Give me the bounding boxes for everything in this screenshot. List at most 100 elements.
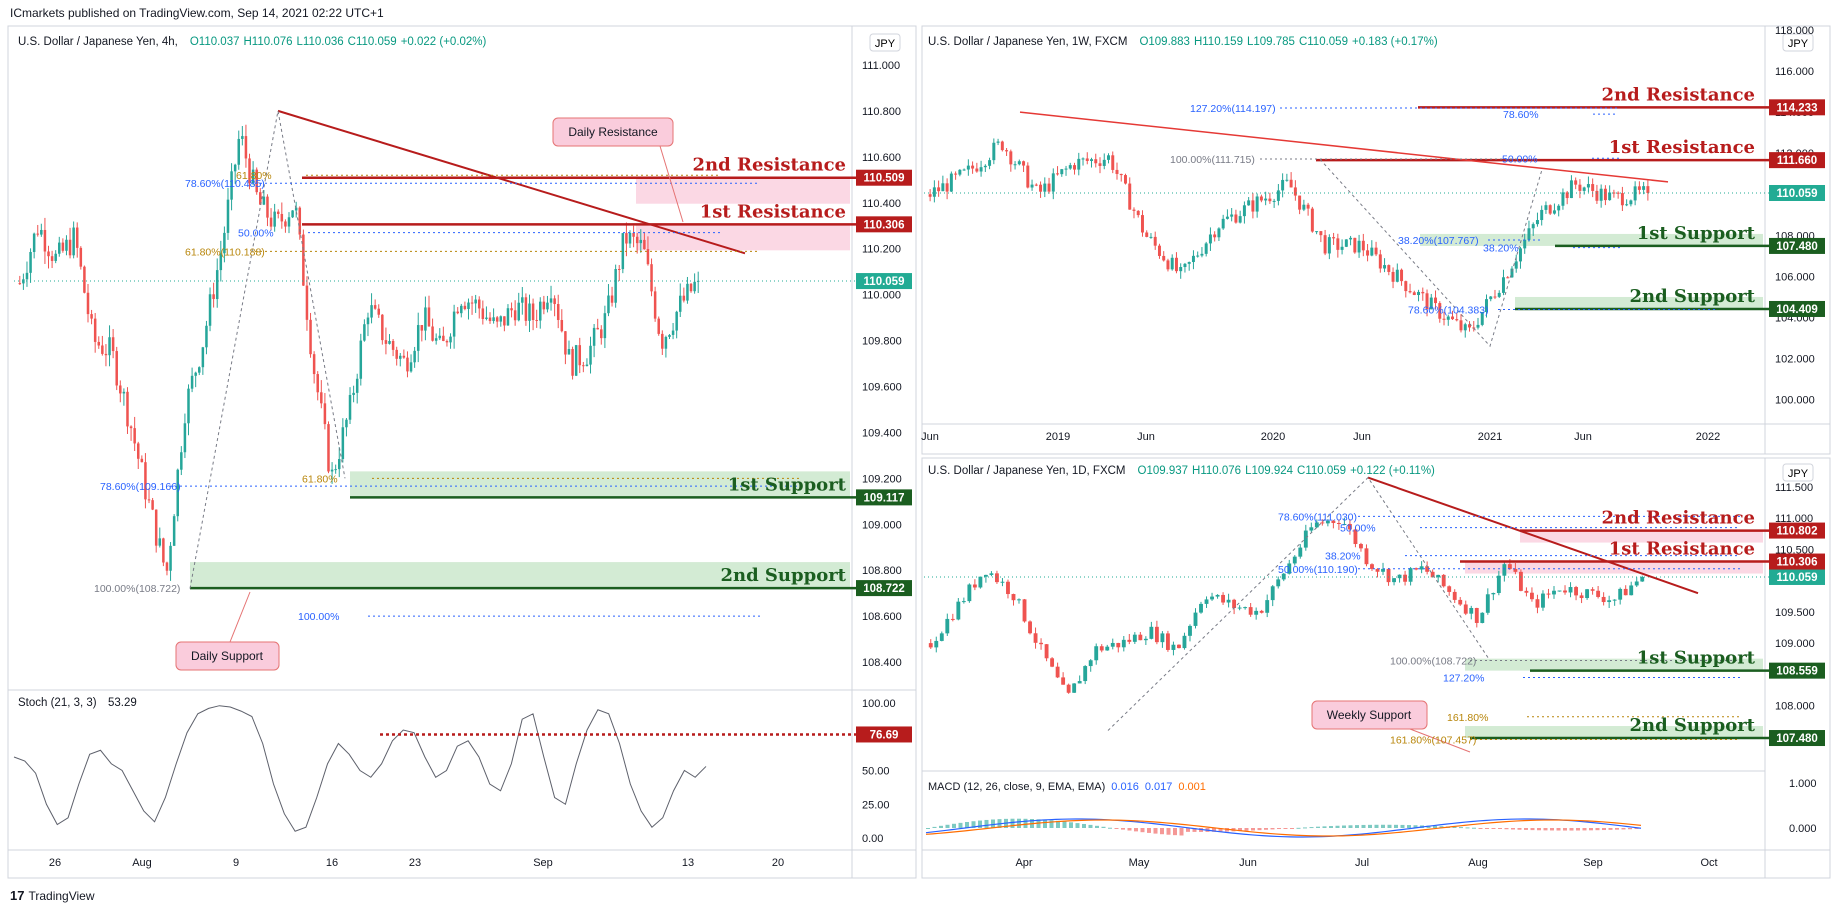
h4-candle-body — [68, 239, 72, 256]
h4-candle-body — [276, 211, 280, 214]
d1-macd-histogram-bar — [932, 826, 937, 828]
w1-candle-body — [1383, 265, 1387, 269]
d1-candle-body — [1199, 603, 1203, 613]
w1-candle-body — [1387, 265, 1391, 272]
w1-candle-body — [1187, 262, 1191, 264]
w1-time-tick: Jun — [1353, 431, 1371, 443]
w1-candle-body — [1561, 192, 1565, 206]
d1-candle-body — [1585, 589, 1590, 599]
d1-candle-body — [1386, 568, 1391, 583]
w1-candle-body — [1510, 268, 1514, 278]
w1-candle-body — [1455, 319, 1459, 321]
d1-candle-body — [1629, 585, 1634, 596]
h4-candle-body — [54, 253, 57, 261]
h4-candle-body — [79, 247, 83, 267]
d1-candle-body — [1430, 571, 1435, 578]
d1-fib-label: 50.00% — [1340, 523, 1376, 535]
w1-trendline — [1019, 111, 1669, 183]
h4-stoch-level-tag-bg — [856, 726, 912, 743]
d1-candle-body — [1364, 548, 1369, 565]
d1-candle-body — [1276, 579, 1281, 587]
d1-candle-body — [1496, 575, 1501, 594]
d1-price-tick: 109.500 — [1775, 607, 1815, 619]
w1-candle-body — [1357, 240, 1361, 253]
d1-candle-body — [1557, 590, 1562, 592]
d1-macd-histogram-bar — [1290, 828, 1294, 829]
h4-candle-body — [97, 341, 101, 346]
d1-macd-histogram-bar — [1238, 828, 1242, 832]
h4-candle-body — [266, 196, 269, 218]
h4-fib-label: 78.60%(109.166) — [100, 481, 181, 493]
w1-time-tick: 2022 — [1696, 431, 1720, 443]
h4-candle-body — [474, 299, 477, 304]
h4-candle-body — [291, 210, 294, 218]
d1-candle-body — [1188, 625, 1192, 636]
h4-candle-body — [47, 251, 50, 257]
h4-candle-body — [553, 298, 556, 305]
w1-candle-body — [1599, 188, 1603, 201]
w1-candle-body — [1128, 183, 1132, 210]
h4-candle-body — [499, 316, 503, 322]
d1-macd-histogram-bar — [1264, 828, 1268, 830]
w1-candle-body — [1603, 188, 1607, 201]
d1-level-tag-bg — [1769, 662, 1825, 679]
w1-candle-body — [1162, 255, 1166, 261]
d1-candle-body — [1502, 564, 1507, 576]
d1-macd-histogram-bar — [1316, 826, 1320, 828]
w1-candle-body — [1336, 238, 1340, 250]
d1-candle-body — [1237, 607, 1242, 609]
h4-trendline — [277, 109, 746, 255]
d1-candle-body — [1094, 646, 1099, 661]
w1-price-tick: 100.000 — [1775, 394, 1815, 406]
d1-candle-body — [1154, 626, 1159, 643]
h4-candle-body — [589, 345, 592, 365]
h4-candle-body — [233, 164, 237, 172]
d1-macd-histogram-bar — [1452, 826, 1457, 828]
w1-candle-body — [1034, 184, 1038, 186]
h4-price-tick: 108.600 — [862, 611, 902, 623]
w1-candle-body — [1081, 158, 1085, 160]
d1-macd-histogram-bar — [1095, 825, 1099, 828]
d1-candle-body — [1210, 596, 1214, 600]
h4-candle-body — [215, 270, 219, 300]
d1-macd-histogram-bar — [1114, 828, 1119, 829]
h4-candle-body — [621, 233, 625, 270]
w1-candle-body — [1068, 165, 1072, 169]
w1-candle-body — [1489, 296, 1493, 300]
h4-candle-body — [617, 269, 621, 271]
w1-candle-body — [1535, 220, 1539, 225]
d1-candle-body — [1061, 677, 1066, 685]
h4-daily-resistance-callout: Daily Resistance — [568, 125, 658, 139]
h4-candle-body — [679, 295, 682, 312]
h4-candle-body — [241, 136, 244, 139]
w1-candle-body — [1124, 175, 1127, 184]
h4-candle-body — [381, 314, 384, 341]
d1-candle-body — [989, 573, 994, 575]
h4-stoch-tick: 50.00 — [862, 766, 890, 778]
h4-candle-body — [323, 403, 327, 425]
d1-macd-histogram-bar — [1010, 818, 1015, 828]
w1-candle-body — [1586, 184, 1590, 188]
d1-candle-body — [1033, 633, 1038, 643]
w1-fib-label: 38.20% — [1483, 243, 1519, 255]
w1-candle-body — [1565, 192, 1569, 199]
h4-candle-body — [442, 335, 445, 341]
h4-candle-body — [481, 308, 485, 319]
w1-title: U.S. Dollar / Japanese Yen, 1W, FXCM O109… — [928, 36, 1438, 48]
h4-candle-body — [513, 310, 517, 321]
h4-candle-body — [682, 295, 686, 301]
h4-daily-support-callout-box — [175, 641, 280, 671]
h4-candle-body — [542, 301, 546, 310]
d1-macd-histogram-bar — [952, 823, 956, 828]
w1-candle-body — [1429, 297, 1433, 310]
d1-candle-body — [1132, 634, 1137, 642]
h4-candle-body — [639, 239, 643, 244]
w1-candle-body — [1612, 192, 1616, 194]
d1-candle-body — [1309, 527, 1314, 531]
d1-ohlc-c: C110.059 — [1297, 465, 1346, 477]
d1-candle-body — [1116, 642, 1121, 648]
d1-candle-body — [1121, 639, 1126, 648]
d1-fib-label: 161.80% — [1447, 712, 1488, 724]
w1-candle-body — [1268, 198, 1272, 202]
d1-candle-body — [1359, 544, 1363, 549]
